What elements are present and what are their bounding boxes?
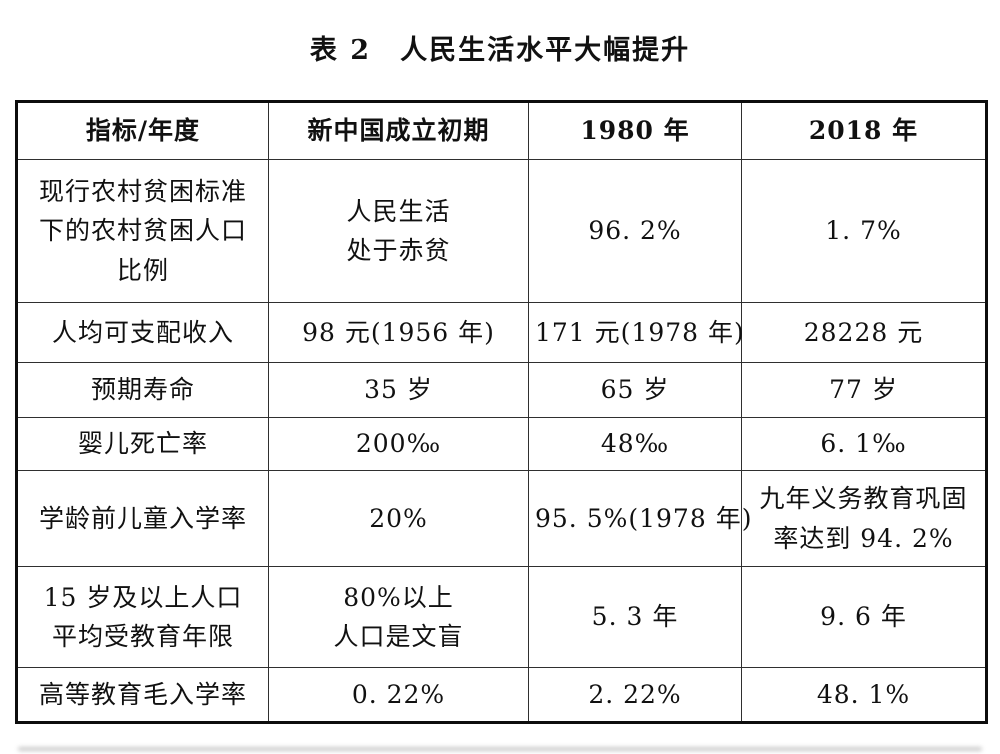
table-cell: 171 元(1978 年): [528, 302, 745, 363]
cell-line: 15 岁及以上人口: [43, 582, 243, 612]
table-title: 表 2 人民生活水平大幅提升: [309, 35, 691, 66]
cell-line: 人口是文盲: [333, 622, 464, 651]
table-cell: 2. 22%: [528, 667, 742, 723]
table-cell: 28228 元: [741, 302, 987, 363]
cell-line: 平均受教育年限: [51, 622, 234, 651]
cell-line: 处于赤贫: [346, 236, 451, 265]
cell-line: 6. 1‰: [820, 429, 907, 459]
table-cell: 现行农村贫困标准 下的农村贫困人口 比例: [16, 159, 269, 303]
cell-line: 现行农村贫困标准: [38, 176, 247, 206]
cell-line: 20%: [369, 503, 428, 533]
cell-line: 9. 6 年: [820, 602, 907, 632]
table-cell: 80%以上人口是文盲: [268, 566, 529, 668]
cell-line: 96. 2%: [588, 216, 682, 246]
cell-line: 1. 7%: [825, 216, 902, 246]
table-cell: 婴儿死亡率: [16, 417, 269, 471]
cell-line: 婴儿死亡率: [77, 429, 208, 459]
table-row: 现行农村贫困标准 下的农村贫困人口 比例 人民生活 处于赤贫 96. 2% 1. 7%: [16, 159, 987, 303]
column-header-early-prc: 新中国成立初期: [268, 101, 529, 160]
table-cell: 6. 1‰: [741, 417, 987, 471]
living-standards-table: 指标/年度 新中国成立初期 1980 年 2018 年 现行农村贫困标准 下的农村…: [15, 100, 988, 724]
cell-line: 65 岁: [600, 375, 670, 405]
column-header-2018: 2018 年: [741, 101, 987, 160]
cell-line: 80%以上: [343, 582, 454, 612]
table-body: 现行农村贫困标准 下的农村贫困人口 比例 人民生活 处于赤贫 96. 2% 1. 7% 人均可…: [16, 159, 987, 723]
cell-line: 28228 元: [803, 317, 924, 347]
table-cell: 48. 1%: [741, 667, 987, 723]
table-row: 婴儿死亡率 200‰ 48‰ 6. 1‰: [16, 417, 987, 471]
table-cell: 35 岁: [268, 362, 529, 418]
cell-line: 2. 22%: [588, 679, 682, 709]
cell-line: 48. 1%: [816, 679, 911, 709]
table-cell: 95. 5%(1978 年): [528, 470, 753, 567]
table-cell: 98 元(1956 年): [268, 302, 529, 363]
table-row: 高等教育毛入学率 0. 22% 2. 22% 48. 1%: [16, 667, 987, 723]
table-cell: 预期寿命: [16, 362, 269, 418]
table-cell: 96. 2%: [528, 159, 742, 303]
table-row: 15 岁及以上人口 平均受教育年限 80%以上 人口是文盲 5. 3 年 9. 6 年: [16, 566, 987, 668]
table-cell: 人均可支配收入: [16, 302, 269, 363]
cell-line: 5. 3 年: [591, 602, 679, 632]
cell-line: 高等教育毛入学率: [38, 679, 247, 709]
table-cell: 65 岁: [528, 362, 742, 418]
table-row: 预期寿命 35 岁 65 岁 77 岁: [16, 362, 987, 418]
column-header-indicator: 指标/年度: [16, 101, 269, 160]
cell-line: 人均可支配收入: [51, 317, 234, 347]
cell-line: 95. 5%(1978 年): [535, 503, 753, 533]
cell-line: 77 岁: [829, 375, 898, 405]
cell-line: 率达到 94. 2%: [773, 523, 954, 553]
table-cell: 1. 7%: [741, 159, 987, 303]
table-cell: 人民生活 处于赤贫: [268, 159, 529, 303]
table-cell: 九年义务教育巩固 率达到 94. 2%: [741, 470, 987, 567]
table-cell: 15 岁及以上人口 平均受教育年限: [16, 566, 269, 668]
table-cell: 高等教育毛入学率: [16, 667, 269, 723]
cell-line: 0. 22%: [351, 679, 446, 709]
column-header-1980: 1980 年: [528, 101, 742, 160]
table-row: 人均可支配收入 98 元(1956 年) 171 元(1978 年) 28228 元: [16, 302, 987, 363]
header-row: 指标/年度 新中国成立初期 1980 年 2018 年: [16, 101, 987, 160]
table-header-row: 指标/年度 新中国成立初期 1980 年 2018 年: [16, 101, 987, 160]
cell-line: 171 元(1978 年): [535, 317, 745, 347]
table-cell: 77 岁: [741, 362, 987, 418]
cell-line: 九年义务教育巩固: [759, 484, 968, 513]
cell-line: 人民生活: [346, 196, 451, 226]
cell-line: 预期寿命: [90, 375, 195, 405]
table-row: 学龄前儿童入学率 20% 95. 5%(1978 年) 九年义务教育巩固 率达到 94.…: [16, 470, 987, 567]
cell-line: 学龄前儿童入学率: [38, 503, 247, 533]
cell-line: 200‰: [355, 429, 442, 459]
cell-line: 比例: [116, 255, 169, 285]
cell-line: 下的农村贫困人口: [38, 216, 247, 246]
table-cell: 学龄前儿童入学率: [16, 470, 269, 567]
cell-line: 35 岁: [364, 375, 433, 405]
cell-line: 98 元(1956 年): [302, 317, 495, 347]
table-cell: 200‰: [268, 417, 529, 471]
cell-line: 48‰: [600, 429, 670, 459]
page-cut-artifact: [18, 747, 982, 751]
table-cell: 9. 6 年: [741, 566, 987, 668]
table-cell: 5. 3 年: [528, 566, 742, 668]
table-cell: 20%: [268, 470, 529, 567]
table-cell: 48‰: [528, 417, 742, 471]
table-cell: 0. 22%: [268, 667, 529, 723]
